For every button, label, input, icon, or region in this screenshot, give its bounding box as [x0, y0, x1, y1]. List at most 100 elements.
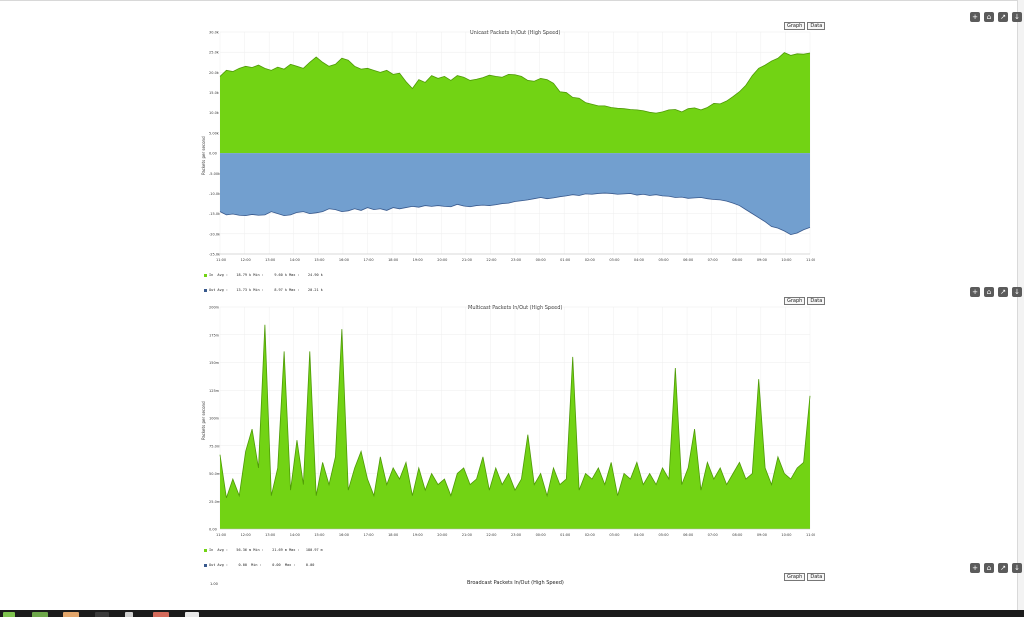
taskbar-app-icon[interactable]	[153, 612, 169, 617]
y-tick-label: 200m	[209, 306, 220, 310]
x-tick-label: 22:00	[486, 533, 496, 537]
series-line-in	[219, 324, 811, 499]
legend-text-in: In Avg : 56.36 m Min : 21.69 m Max : 180…	[209, 548, 323, 552]
x-tick-label: 03:00	[609, 533, 619, 537]
x-tick-label: 07:00	[708, 533, 718, 537]
series-area-out	[220, 153, 810, 235]
x-tick-label: 02:00	[585, 533, 595, 537]
y-tick-label: 10.0k	[209, 111, 220, 115]
x-tick-label: 03:00	[609, 258, 619, 262]
x-tick-label: 01:00	[560, 258, 570, 262]
x-tick-label: 11:00	[216, 533, 226, 537]
taskbar	[0, 610, 1024, 617]
panel2-tabs: Graph Data	[784, 297, 826, 305]
plus-icon[interactable]: +	[970, 12, 980, 22]
arrow-down-icon[interactable]: ↓	[1012, 563, 1022, 573]
series-area-in	[220, 52, 810, 154]
x-tick-label: 11:00	[806, 533, 815, 537]
x-tick-label: 23:00	[511, 533, 521, 537]
x-tick-label: 05:00	[659, 533, 669, 537]
x-tick-label: 16:00	[339, 258, 349, 262]
x-tick-label: 15:00	[314, 258, 324, 262]
x-tick-label: 10:00	[781, 533, 791, 537]
y-tick-label: 5.00k	[209, 131, 220, 135]
legend-swatch	[204, 288, 207, 292]
y-tick-label: 15.0k	[209, 91, 220, 95]
x-tick-label: 00:00	[536, 533, 546, 537]
taskbar-app-icon[interactable]	[125, 612, 133, 617]
panel3-tabs: Graph Data	[784, 573, 826, 581]
y-tick-label: 30.0k	[209, 31, 220, 35]
x-tick-label: 17:00	[364, 258, 374, 262]
taskbar-app-icon[interactable]	[32, 612, 48, 617]
x-tick-label: 05:00	[659, 258, 669, 262]
x-tick-label: 21:00	[462, 258, 472, 262]
x-tick-label: 18:00	[388, 533, 398, 537]
tab-graph[interactable]: Graph	[784, 22, 806, 30]
x-tick-label: 22:00	[486, 258, 496, 262]
home-icon[interactable]: ⌂	[984, 287, 994, 297]
tab-data[interactable]: Data	[807, 297, 826, 305]
line-chart-icon[interactable]: ↗	[998, 563, 1008, 573]
x-tick-label: 12:00	[241, 258, 251, 262]
graph-title: Broadcast Packets In/Out (High Speed)	[467, 580, 564, 586]
line-chart-icon[interactable]: ↗	[998, 12, 1008, 22]
x-tick-label: 15:00	[314, 533, 324, 537]
x-tick-label: 14:00	[290, 258, 300, 262]
x-tick-label: 12:00	[241, 533, 251, 537]
y-tick-label: 20.0k	[209, 71, 220, 75]
y-tick-label: 0.00	[209, 528, 217, 532]
x-tick-label: 14:00	[290, 533, 300, 537]
x-tick-label: 16:00	[339, 533, 349, 537]
scrollbar[interactable]	[1017, 0, 1024, 610]
x-tick-label: 19:00	[413, 258, 423, 262]
legend-swatch	[204, 548, 207, 552]
x-tick-label: 17:00	[364, 533, 374, 537]
y-tick-label: 150m	[209, 361, 220, 365]
tab-graph[interactable]: Graph	[784, 297, 806, 305]
x-tick-label: 11:00	[806, 258, 815, 262]
plus-icon[interactable]: +	[970, 563, 980, 573]
taskbar-app-icon[interactable]	[185, 612, 199, 617]
home-icon[interactable]: ⌂	[984, 12, 994, 22]
series-line-out	[219, 192, 811, 236]
legend-swatch	[204, 563, 207, 567]
tab-data[interactable]: Data	[807, 573, 826, 581]
line-chart-icon[interactable]: ↗	[998, 287, 1008, 297]
x-tick-label: 09:00	[757, 258, 767, 262]
taskbar-app-icon[interactable]	[95, 612, 109, 617]
y-tick-label: -10.0k	[209, 192, 221, 196]
x-tick-label: 21:00	[462, 533, 472, 537]
multicast-chart: 200m175m150m125m100m75.0m50.0m25.0m0.001…	[209, 306, 815, 538]
x-tick-label: 20:00	[437, 533, 447, 537]
y-tick-label: 175m	[209, 333, 220, 337]
x-tick-label: 08:00	[732, 258, 742, 262]
legend-text-out: Out Avg : 13.73 k Min : 8.97 k Max : 20.…	[209, 288, 323, 292]
arrow-down-icon[interactable]: ↓	[1012, 12, 1022, 22]
y-tick-label: -20.0k	[209, 232, 221, 236]
y-tick-label: 25.0m	[209, 500, 221, 504]
series-line-in	[219, 52, 811, 114]
arrow-down-icon[interactable]: ↓	[1012, 287, 1022, 297]
legend-swatch	[204, 273, 207, 277]
x-tick-label: 13:00	[265, 533, 275, 537]
tab-data[interactable]: Data	[807, 22, 826, 30]
panel1-toolbar: + ⌂ ↗ ↓	[970, 12, 1022, 22]
x-tick-label: 09:00	[757, 533, 767, 537]
x-tick-label: 01:00	[560, 533, 570, 537]
legend-row-out: Out Avg : 0.00 Min : 0.00 Max : 0.00	[204, 563, 323, 568]
taskbar-app-icon[interactable]	[3, 612, 15, 617]
taskbar-app-icon[interactable]	[63, 612, 79, 617]
x-tick-label: 02:00	[585, 258, 595, 262]
home-icon[interactable]: ⌂	[984, 563, 994, 573]
y-tick-label: 125m	[209, 389, 220, 393]
x-tick-label: 18:00	[388, 258, 398, 262]
panel2-legend: In Avg : 56.36 m Min : 21.69 m Max : 180…	[204, 538, 323, 573]
y-tick-label: -15.0k	[209, 212, 221, 216]
legend-row-in: In Avg : 18.79 k Min : 9.60 k Max : 24.9…	[204, 273, 323, 278]
tab-graph[interactable]: Graph	[784, 573, 806, 581]
panel2-toolbar: + ⌂ ↗ ↓	[970, 287, 1022, 297]
plus-icon[interactable]: +	[970, 287, 980, 297]
series-area-in	[220, 324, 810, 529]
legend-text-in: In Avg : 18.79 k Min : 9.60 k Max : 24.9…	[209, 273, 323, 277]
